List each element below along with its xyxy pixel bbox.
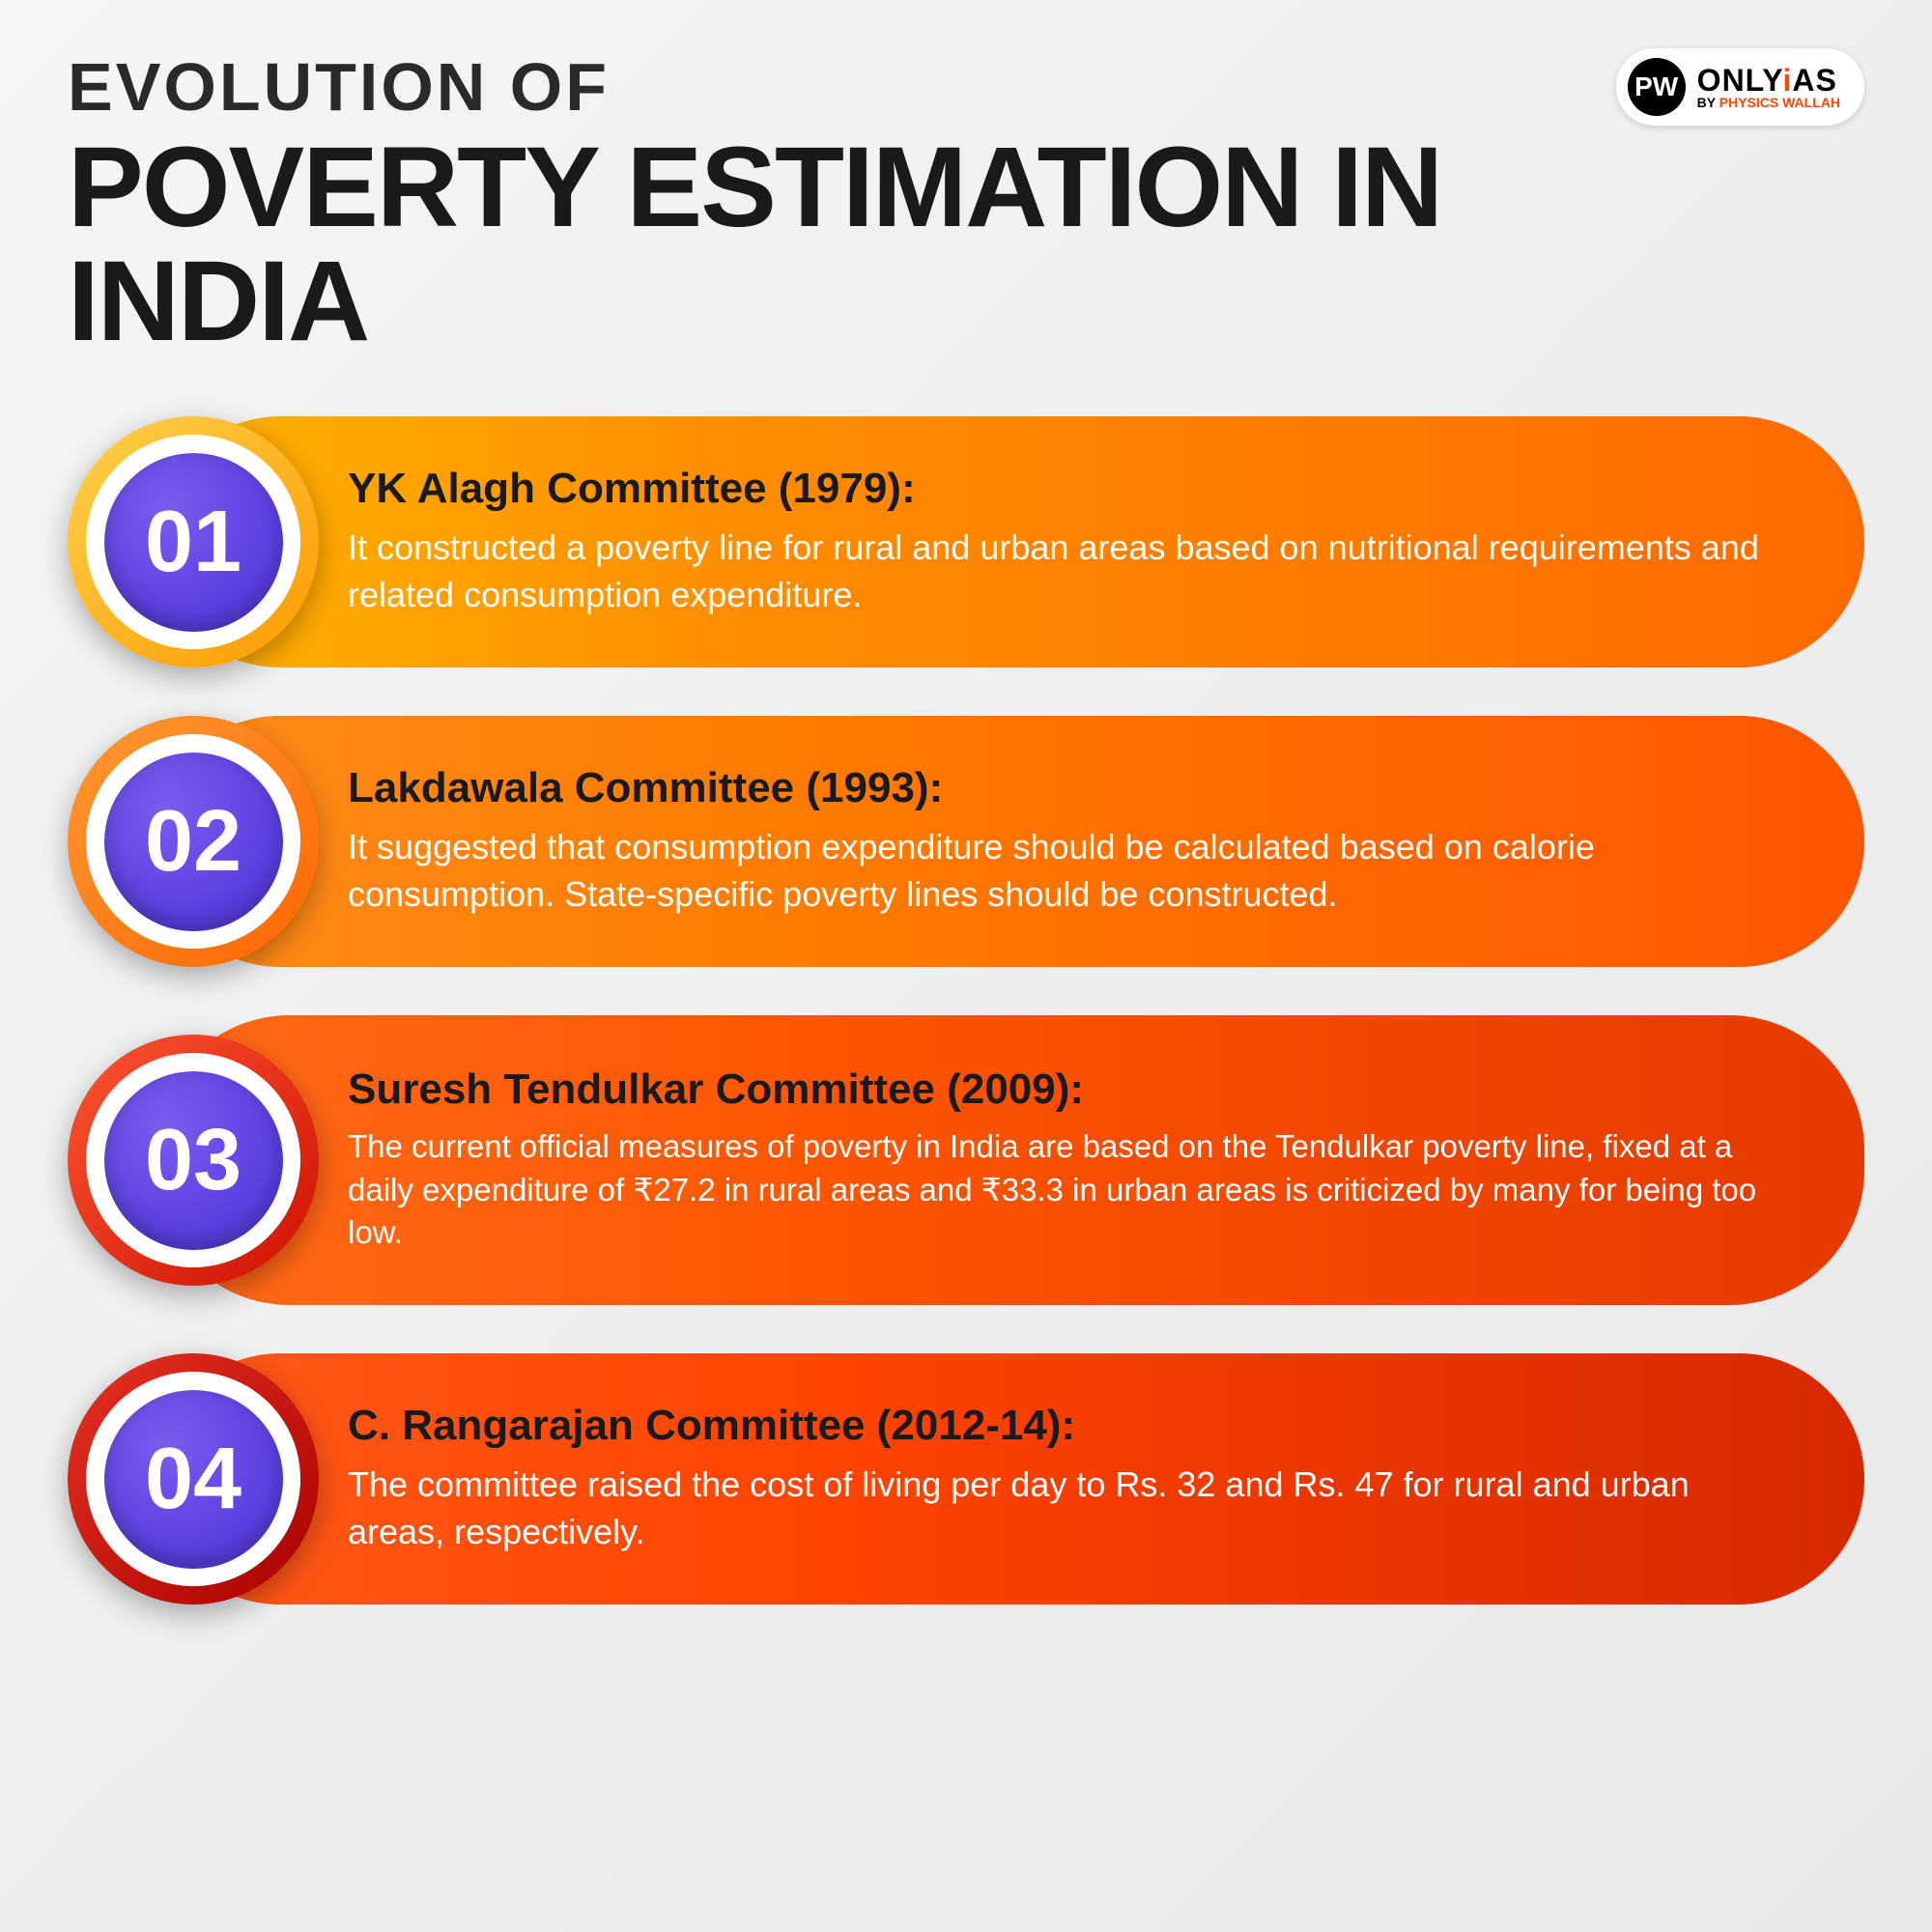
- subtitle: EVOLUTION OF: [68, 48, 1616, 126]
- badge-outer-ring: 02: [68, 716, 319, 967]
- badge-outer-ring: 01: [68, 416, 319, 668]
- item-pill: Lakdawala Committee (1993): It suggested…: [155, 716, 1864, 967]
- logo-main-post: AS: [1792, 63, 1836, 98]
- logo-main-pre: ONLY: [1697, 63, 1783, 98]
- timeline-item: C. Rangarajan Committee (2012-14): The c…: [68, 1353, 1864, 1605]
- item-pill: C. Rangarajan Committee (2012-14): The c…: [155, 1353, 1864, 1605]
- main-title: POVERTY ESTIMATION IN INDIA: [68, 130, 1616, 358]
- badge-outer-ring: 03: [68, 1035, 319, 1286]
- badge-number: 03: [104, 1071, 283, 1250]
- logo-circle-icon: PW: [1628, 58, 1686, 116]
- logo-main-text: ONLYiAS: [1697, 65, 1840, 96]
- timeline-list: YK Alagh Committee (1979): It constructe…: [68, 416, 1864, 1605]
- number-badge: 02: [68, 716, 319, 967]
- badge-number: 02: [104, 753, 283, 931]
- badge-outer-ring: 04: [68, 1353, 319, 1605]
- item-content: Suresh Tendulkar Committee (2009): The c…: [348, 1065, 1787, 1255]
- item-title: YK Alagh Committee (1979):: [348, 465, 1787, 513]
- item-description: It constructed a poverty line for rural …: [348, 525, 1787, 618]
- number-badge: 01: [68, 416, 319, 668]
- badge-number: 04: [104, 1390, 283, 1569]
- item-title: C. Rangarajan Committee (2012-14):: [348, 1402, 1787, 1450]
- badge-white-ring: 01: [86, 435, 300, 649]
- item-title: Lakdawala Committee (1993):: [348, 764, 1787, 812]
- logo-sub-pre: BY: [1697, 95, 1719, 110]
- badge-number: 01: [104, 453, 283, 632]
- title-block: EVOLUTION OF POVERTY ESTIMATION IN INDIA: [68, 48, 1616, 358]
- number-badge: 04: [68, 1353, 319, 1605]
- logo-text: ONLYiAS BY PHYSICS WALLAH: [1697, 65, 1840, 109]
- item-description: The committee raised the cost of living …: [348, 1462, 1787, 1555]
- item-content: C. Rangarajan Committee (2012-14): The c…: [348, 1402, 1787, 1555]
- timeline-item: YK Alagh Committee (1979): It constructe…: [68, 416, 1864, 668]
- badge-white-ring: 03: [86, 1053, 300, 1267]
- item-content: Lakdawala Committee (1993): It suggested…: [348, 764, 1787, 918]
- logo-sub-accent: PHYSICS WALLAH: [1719, 95, 1840, 110]
- item-description: It suggested that consumption expenditur…: [348, 824, 1787, 918]
- item-pill: Suresh Tendulkar Committee (2009): The c…: [155, 1015, 1864, 1305]
- brand-logo: PW ONLYiAS BY PHYSICS WALLAH: [1616, 48, 1864, 126]
- item-description: The current official measures of poverty…: [348, 1125, 1787, 1255]
- badge-white-ring: 04: [86, 1372, 300, 1586]
- logo-sub-text: BY PHYSICS WALLAH: [1697, 96, 1840, 109]
- item-title: Suresh Tendulkar Committee (2009):: [348, 1065, 1787, 1114]
- number-badge: 03: [68, 1035, 319, 1286]
- timeline-item: Lakdawala Committee (1993): It suggested…: [68, 716, 1864, 967]
- logo-main-accent: i: [1782, 63, 1792, 98]
- item-content: YK Alagh Committee (1979): It constructe…: [348, 465, 1787, 618]
- timeline-item: Suresh Tendulkar Committee (2009): The c…: [68, 1015, 1864, 1305]
- badge-white-ring: 02: [86, 734, 300, 949]
- item-pill: YK Alagh Committee (1979): It constructe…: [155, 416, 1864, 668]
- header: EVOLUTION OF POVERTY ESTIMATION IN INDIA…: [68, 48, 1864, 358]
